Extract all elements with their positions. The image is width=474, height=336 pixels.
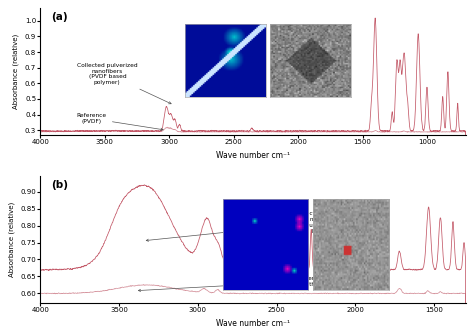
X-axis label: Wave number cm⁻¹: Wave number cm⁻¹ bbox=[216, 319, 290, 328]
Text: Reference
(Polyurethane): Reference (Polyurethane) bbox=[138, 276, 328, 292]
Y-axis label: Absorbance (relative): Absorbance (relative) bbox=[13, 34, 19, 109]
Text: (a): (a) bbox=[51, 12, 68, 22]
Y-axis label: Absorbance (relative): Absorbance (relative) bbox=[9, 202, 15, 277]
Text: Collected pulverized
nanofibers
(Polyurethane based
polymer): Collected pulverized nanofibers (Polyure… bbox=[146, 211, 352, 241]
Text: Reference
(PVDF): Reference (PVDF) bbox=[77, 113, 163, 130]
X-axis label: Wave number cm⁻¹: Wave number cm⁻¹ bbox=[216, 151, 290, 160]
Text: (b): (b) bbox=[51, 180, 68, 190]
Text: Collected pulverized
nanofibers
(PVDF based
polymer): Collected pulverized nanofibers (PVDF ba… bbox=[77, 63, 171, 104]
